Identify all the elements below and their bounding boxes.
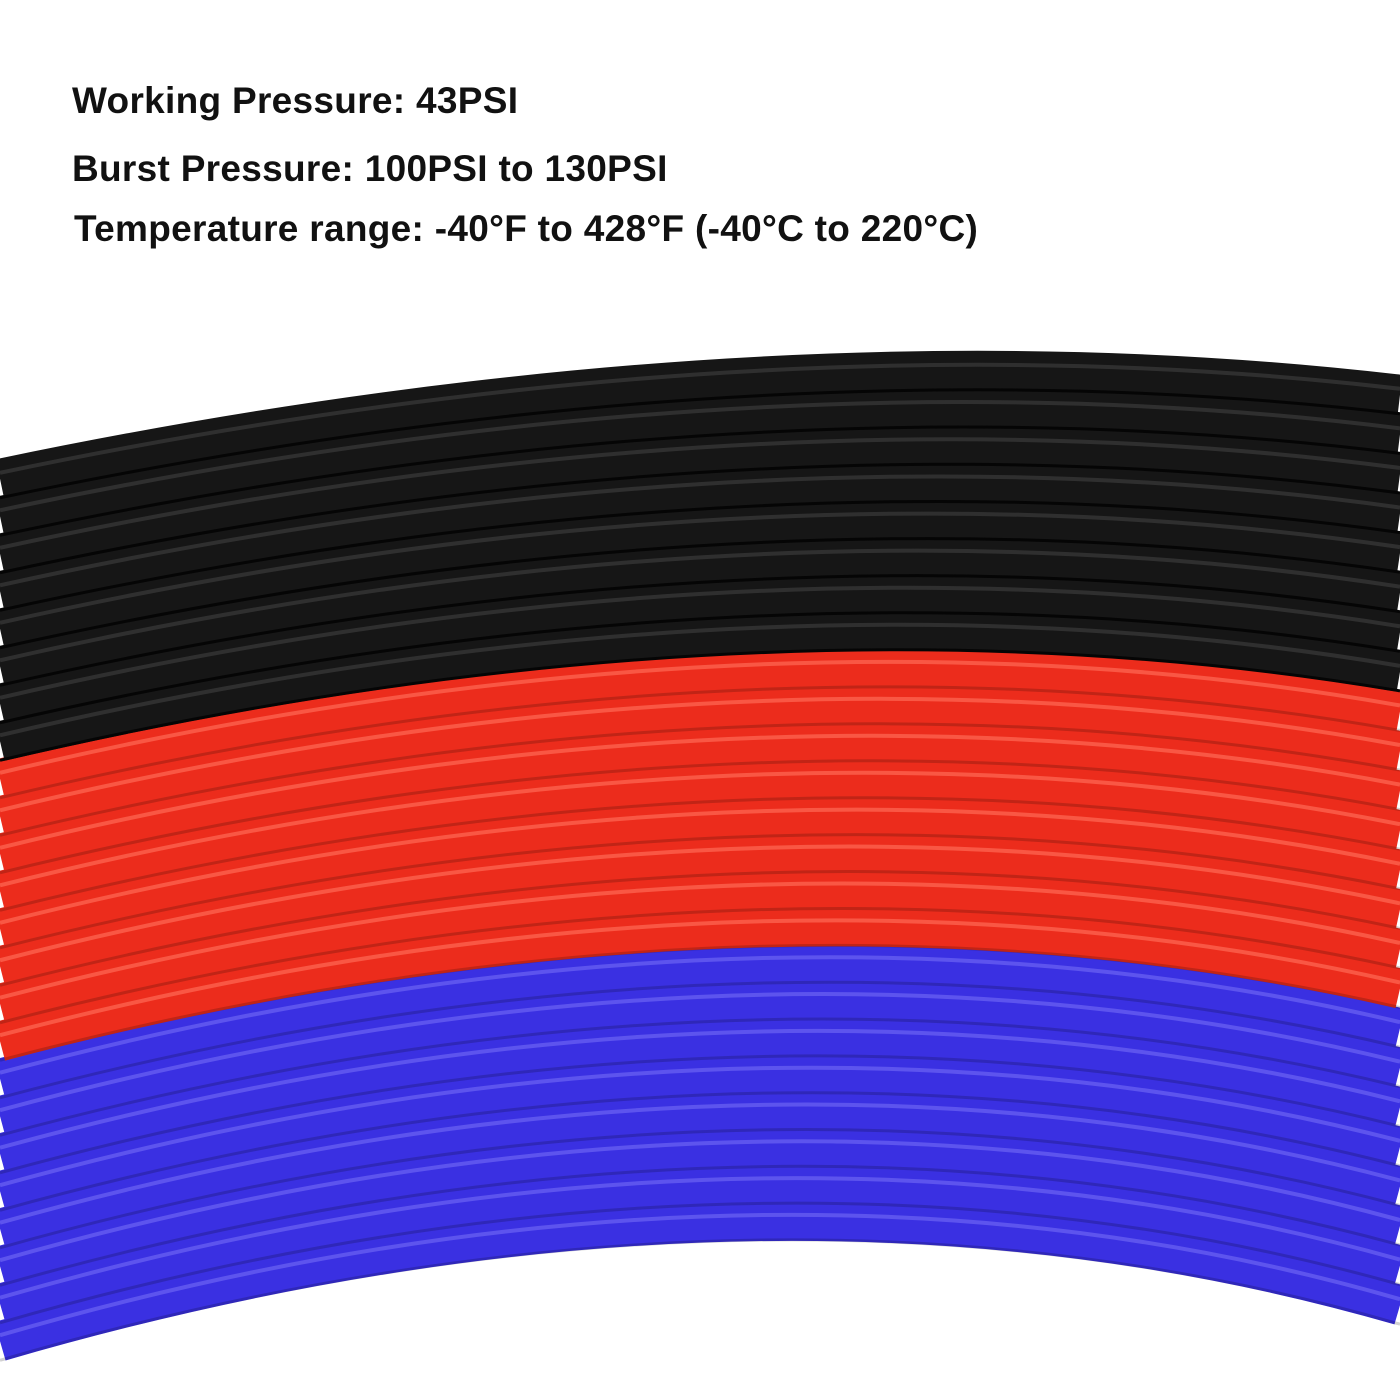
- red-tube-highlight: [0, 844, 1400, 963]
- blue-tube: [0, 943, 1400, 1099]
- black-tube-edge: [0, 388, 1400, 500]
- black-tube: [0, 536, 1400, 686]
- black-tube: [0, 610, 1400, 761]
- red-tube: [0, 758, 1400, 911]
- black-tube: [0, 388, 1400, 536]
- blue-tube-edge: [0, 980, 1400, 1100]
- red-tube-highlight: [0, 881, 1400, 1000]
- black-tube-edge: [0, 574, 1400, 687]
- blue-tube-highlight: [0, 1102, 1400, 1225]
- red-tube: [0, 869, 1400, 1024]
- red-tube: [0, 684, 1400, 836]
- red-tube: [0, 647, 1400, 799]
- red-tube-highlight: [0, 807, 1400, 925]
- blue-tube: [0, 1053, 1400, 1211]
- red-tube-highlight: [0, 696, 1400, 813]
- black-tube-highlight: [0, 511, 1400, 625]
- blue-tube-edge: [0, 1091, 1400, 1212]
- black-tube-edge: [0, 499, 1400, 612]
- red-tube-edge: [0, 685, 1400, 800]
- red-tube: [0, 795, 1400, 949]
- black-tube-highlight: [0, 400, 1400, 513]
- blue-tube-edge: [0, 1017, 1400, 1137]
- blue-tube-highlight: [0, 955, 1400, 1075]
- blue-tube-highlight: [0, 1028, 1400, 1150]
- burst-pressure-spec: Burst Pressure: 100PSI to 130PSI: [72, 148, 668, 189]
- blue-tube-highlight: [0, 1176, 1400, 1300]
- black-tube-highlight: [0, 474, 1400, 588]
- black-tube: [0, 573, 1400, 724]
- black-tube: [0, 462, 1400, 611]
- red-tube-edge: [0, 759, 1400, 875]
- blue-tube-highlight: [0, 1139, 1400, 1263]
- black-tube: [0, 499, 1400, 649]
- red-tube: [0, 906, 1400, 1061]
- blue-tube: [0, 1016, 1400, 1174]
- blue-tube-edge: [0, 1128, 1400, 1250]
- red-tube-edge: [0, 870, 1400, 987]
- black-tube-edge: [0, 648, 1400, 762]
- black-tube-highlight: [0, 362, 1400, 475]
- red-tube-highlight: [0, 659, 1400, 775]
- red-tube-edge: [0, 833, 1400, 950]
- blue-tube-highlight: [0, 1212, 1400, 1338]
- red-tube-edge: [0, 722, 1400, 837]
- red-tube-highlight: [0, 733, 1400, 850]
- black-tube: [0, 350, 1400, 499]
- red-tube-edge: [0, 906, 1400, 1025]
- blue-tube-edge: [0, 1238, 1400, 1362]
- red-tube: [0, 832, 1400, 986]
- working-pressure-spec: Working Pressure: 43PSI: [72, 80, 519, 121]
- blue-tube: [0, 1200, 1400, 1361]
- black-tube-edge: [0, 537, 1400, 650]
- red-tube-edge: [0, 796, 1400, 912]
- blue-tube: [0, 1164, 1400, 1323]
- red-tube-highlight: [0, 918, 1400, 1038]
- blue-tube: [0, 1090, 1400, 1249]
- blue-tube-edge: [0, 1201, 1400, 1325]
- red-tube: [0, 721, 1400, 874]
- black-tube-highlight: [0, 548, 1400, 663]
- blue-tube-highlight: [0, 1065, 1400, 1188]
- black-tube: [0, 425, 1400, 574]
- red-tube-highlight: [0, 770, 1400, 888]
- black-tube-highlight: [0, 437, 1400, 550]
- blue-tube-edge: [0, 1054, 1400, 1175]
- black-tube-highlight: [0, 585, 1400, 700]
- blue-tube: [0, 980, 1400, 1136]
- temperature-range-spec: Temperature range: -40°F to 428°F (-40°C…: [74, 208, 979, 249]
- black-tube-edge: [0, 611, 1400, 725]
- black-tube-edge: [0, 425, 1400, 537]
- black-tube-highlight: [0, 622, 1400, 738]
- red-tube-edge: [0, 943, 1400, 1062]
- blue-tube-edge: [0, 1164, 1400, 1287]
- black-tube-edge: [0, 462, 1400, 575]
- blue-tube-highlight: [0, 992, 1400, 1113]
- blue-tube: [0, 1127, 1400, 1286]
